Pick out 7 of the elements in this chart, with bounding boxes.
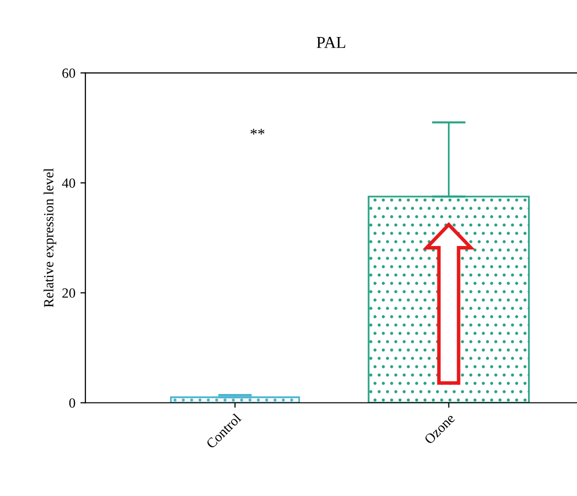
annotation: ** — [250, 128, 264, 134]
y-tick-label: 0 — [69, 398, 76, 408]
y-tick-label: 60 — [62, 68, 76, 78]
y-axis-title: Relative expression level — [44, 168, 56, 308]
y-tick-label: 40 — [62, 178, 76, 188]
y-tick-label: 20 — [62, 288, 76, 298]
chart-title: PAL — [316, 36, 346, 48]
